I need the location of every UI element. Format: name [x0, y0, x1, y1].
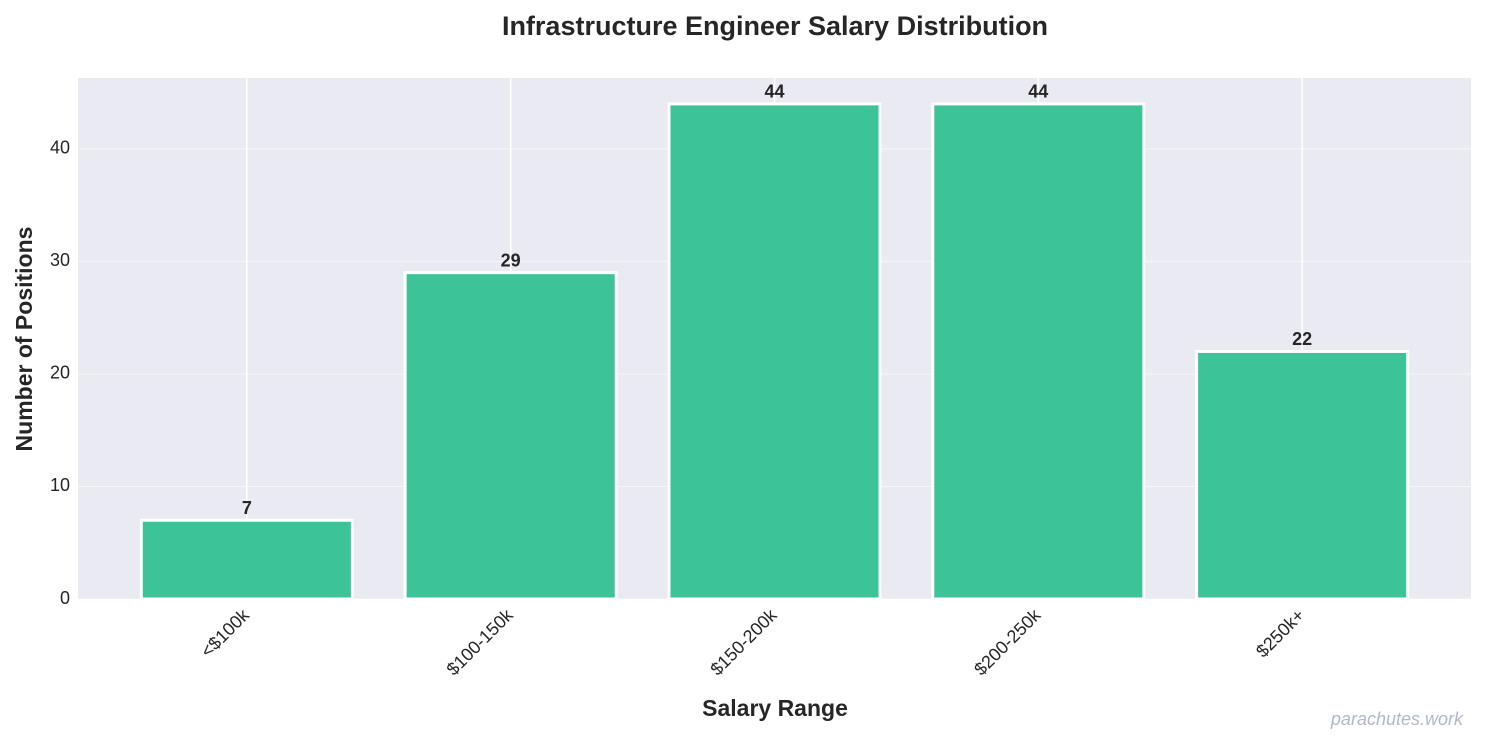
y-tick-label: 20 — [50, 363, 70, 383]
x-tick-label: $200-250k — [970, 604, 1045, 679]
x-tick-label: $150-200k — [706, 604, 781, 679]
value-label: 44 — [1028, 82, 1048, 102]
y-tick-label: 30 — [50, 250, 70, 270]
x-tick-label: $250k+ — [1252, 605, 1308, 661]
value-label: 29 — [501, 250, 521, 270]
x-tick-label: $100-150k — [443, 604, 518, 679]
x-axis-title: Salary Range — [702, 695, 848, 721]
bar — [931, 102, 1146, 601]
bar — [667, 102, 882, 601]
bar — [139, 518, 354, 601]
value-label: 44 — [764, 82, 784, 102]
y-tick-label: 10 — [50, 475, 70, 495]
watermark: parachutes.work — [1330, 709, 1464, 729]
y-axis-title: Number of Positions — [11, 227, 37, 452]
y-tick-label: 0 — [60, 588, 70, 608]
value-label: 7 — [242, 498, 252, 518]
y-tick-label: 40 — [50, 138, 70, 158]
value-label: 22 — [1292, 329, 1312, 349]
x-tick-label: <$100k — [197, 604, 254, 661]
bar — [1195, 349, 1410, 601]
chart-title: Infrastructure Engineer Salary Distribut… — [502, 11, 1048, 41]
bar — [403, 271, 618, 601]
